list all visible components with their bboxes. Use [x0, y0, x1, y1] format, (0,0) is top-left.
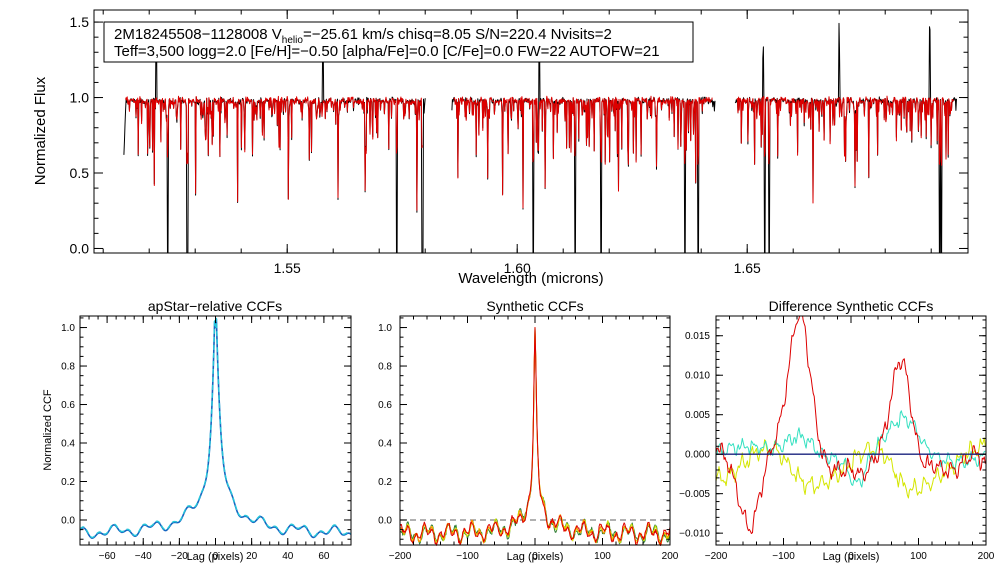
y-tick-label: 0.5 — [70, 165, 90, 181]
apstar-ccf-frame — [79, 315, 352, 546]
y-tick-label: 1.0 — [61, 323, 75, 334]
x-tick-label: 1.55 — [274, 260, 301, 276]
y-tick-label: 1.0 — [70, 89, 90, 105]
spectrum-frame — [93, 9, 969, 254]
y-tick-label: 0.005 — [685, 410, 710, 421]
y-tick-label: 0.010 — [685, 371, 710, 382]
y-tick-label: 0.000 — [685, 450, 710, 461]
y-tick-label: −0.005 — [679, 489, 710, 500]
difference-ccf-red-line — [716, 316, 986, 534]
x-tick-label: 1.60 — [504, 260, 531, 276]
spectrum-panel: 1.55 1.60 1.65 0.0 0.5 1.0 1.5 2M18245508−1128… — [32, 9, 969, 287]
synthetic-ccf-line — [399, 327, 671, 546]
y-tick-label: 0.6 — [378, 400, 392, 411]
spectrum-x-label: Wavelength (microns) — [458, 270, 603, 287]
apstar-ccf-plot-area — [79, 317, 352, 539]
spectrum-model-line — [736, 95, 955, 204]
synthetic-ccf-ticks: −200 −100 0 100 200 0.0 0.2 0.4 0.6 0.8 1.0 — [378, 316, 679, 562]
y-tick-label: 0.6 — [61, 400, 75, 411]
apstar-ccf-title: apStar−relative CCFs — [148, 298, 282, 314]
y-tick-label: 0.8 — [378, 362, 392, 373]
y-tick-label: 1.5 — [70, 14, 90, 30]
y-tick-label: 0.015 — [685, 331, 710, 342]
x-tick-label: −60 — [99, 551, 116, 562]
spectrum-data-line — [123, 28, 426, 253]
x-tick-label: −100 — [772, 551, 795, 562]
info-box — [103, 21, 694, 63]
x-tick-label: 0 — [532, 551, 538, 562]
x-tick-label: −100 — [456, 551, 479, 562]
difference-ccf-cyan-line — [716, 410, 986, 488]
difference-ccf-ticks: −200 −100 0 100 200 −0.010 −0.005 0.000 0.005 0.0… — [679, 316, 995, 562]
difference-ccf-panel: Difference Synthetic CCFs −200 −100 0 100 20… — [679, 298, 995, 563]
y-tick-label: 0.0 — [378, 515, 392, 526]
y-tick-label: 0.0 — [61, 515, 75, 526]
x-tick-label: 0 — [213, 551, 219, 562]
apstar-ccf-ticks: −60 −40 −20 0 20 40 60 0.0 0.2 0.4 0.6 0.8 1.0 — [61, 316, 352, 562]
spectrum-ticks: 1.55 1.60 1.65 0.0 0.5 1.0 1.5 — [70, 10, 968, 276]
apstar-ccf-dashed-line — [79, 317, 352, 539]
synthetic-ccf-plot-area — [399, 327, 671, 546]
x-tick-label: 40 — [282, 551, 294, 562]
difference-ccf-title: Difference Synthetic CCFs — [769, 298, 934, 314]
difference-ccf-x-label: Lag (pixels) — [823, 551, 880, 563]
y-tick-label: 0.2 — [378, 477, 392, 488]
x-tick-label: 100 — [910, 551, 927, 562]
x-tick-label: 0 — [848, 551, 854, 562]
synthetic-ccf-x-label: Lag (pixels) — [507, 551, 564, 563]
synthetic-ccf-line — [399, 327, 671, 546]
x-tick-label: 1.65 — [734, 260, 761, 276]
difference-ccf-plot-area — [716, 316, 986, 534]
info-line-2: Teff=3,500 logg=2.0 [Fe/H]=−0.50 [alpha/… — [114, 43, 660, 60]
spectrum-plot-area — [123, 22, 957, 253]
y-tick-label: 0.2 — [61, 477, 75, 488]
difference-ccf-frame — [715, 315, 987, 546]
y-tick-label: 0.0 — [70, 240, 90, 256]
x-tick-label: 100 — [594, 551, 611, 562]
info-line-1: 2M18245508−1128008 Vhelio=−25.61 km/s ch… — [114, 26, 612, 46]
y-tick-label: 0.4 — [61, 439, 75, 450]
apstar-ccf-panel: apStar−relative CCFs −60 −40 −20 0 20 40 60 0.0… — [42, 298, 352, 563]
spectrum-data-line — [451, 33, 716, 253]
synthetic-ccf-line — [400, 327, 671, 545]
x-tick-label: 200 — [662, 551, 679, 562]
y-tick-label: 1.0 — [378, 323, 392, 334]
y-tick-label: −0.010 — [679, 529, 710, 540]
synthetic-ccf-line — [399, 327, 671, 546]
x-tick-label: −40 — [135, 551, 152, 562]
apstar-ccf-solid-line — [79, 318, 352, 539]
x-tick-label: −20 — [171, 551, 188, 562]
x-tick-label: −200 — [389, 551, 412, 562]
spectrum-model-line — [453, 95, 713, 209]
synthetic-ccf-panel: Synthetic CCFs −200 −100 0 100 200 0.0 0.2 0.4 0… — [378, 298, 679, 563]
spectrum-model-line — [125, 95, 423, 211]
x-tick-label: −200 — [705, 551, 728, 562]
spectrum-y-label: Normalized Flux — [32, 76, 49, 185]
x-tick-label: 60 — [318, 551, 330, 562]
y-tick-label: 0.8 — [61, 362, 75, 373]
x-tick-label: 20 — [246, 551, 258, 562]
y-tick-label: 0.4 — [378, 439, 392, 450]
x-tick-label: 200 — [978, 551, 995, 562]
apstar-ccf-x-label: Lag (pixels) — [187, 551, 244, 563]
apstar-ccf-y-label: Normalized CCF — [42, 389, 54, 471]
synthetic-ccf-title: Synthetic CCFs — [486, 298, 583, 314]
